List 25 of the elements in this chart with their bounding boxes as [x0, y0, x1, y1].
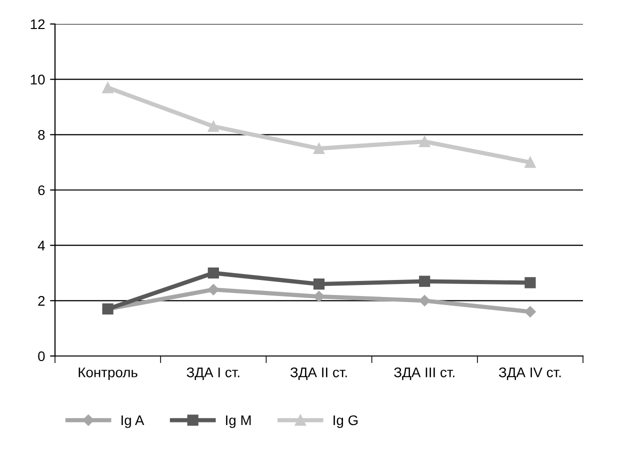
- y-tick-label: 10: [30, 74, 45, 85]
- point: [208, 120, 219, 132]
- y-tick-label: 12: [30, 19, 45, 30]
- point: [419, 276, 430, 287]
- point: [524, 306, 536, 318]
- x-tick-label: ЗДА IV ст.: [498, 367, 561, 380]
- point: [524, 156, 536, 168]
- point: [524, 277, 536, 288]
- y-tick-label: 0: [38, 351, 45, 362]
- legend-label: Ig A: [122, 415, 144, 428]
- y-tick-label: 8: [38, 130, 45, 140]
- legend-label: Ig G: [334, 415, 358, 428]
- x-tick-label: ЗДА III ст.: [394, 367, 454, 380]
- point: [208, 267, 219, 279]
- y-tick-label: 2: [38, 296, 45, 306]
- x-tick-label: Контроль: [78, 368, 138, 380]
- x-tick-label: ЗДА I ст.: [186, 367, 240, 380]
- point: [313, 142, 325, 154]
- point: [102, 82, 114, 94]
- x-tick-label: ЗДА II ст.: [290, 367, 347, 380]
- point: [419, 136, 430, 148]
- legend-label: Ig M: [226, 415, 251, 428]
- point: [313, 278, 325, 290]
- y-tick-label: 6: [38, 185, 45, 196]
- y-tick-label: 4: [38, 240, 45, 250]
